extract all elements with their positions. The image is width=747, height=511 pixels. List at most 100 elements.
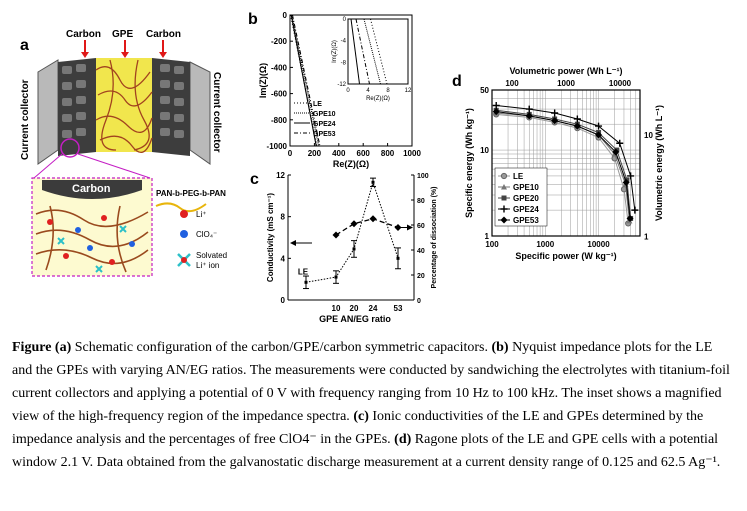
x-tick-label-b: 400 [332, 149, 346, 158]
legend-label-b: GPE53 [313, 131, 336, 138]
conductivity-point [334, 275, 338, 279]
y2-tick-label-d: 10 [644, 131, 653, 140]
x-tick-label-b: 200 [308, 149, 322, 158]
y-tick-label-b: -800 [271, 116, 288, 125]
arrow-head-gpe [121, 52, 129, 58]
x-tick-label-b: 800 [381, 149, 395, 158]
inset-y-tick-label: -4 [341, 39, 347, 45]
zoom-carbon-label: Carbon [72, 183, 111, 195]
series-point-d-gpe24 [525, 105, 533, 113]
panel-c-letter: c [250, 171, 259, 188]
right-current-collector [189, 61, 211, 165]
x-tick-label-d: 100 [485, 240, 499, 249]
polymer-label: PAN-b-PEG-b-PAN [156, 189, 226, 198]
series-point-d-gpe53 [595, 131, 603, 139]
left-axis-arrow-head [290, 239, 296, 246]
plot-d-frame [491, 89, 641, 237]
series-point-d-gpe53 [573, 122, 581, 130]
conductivity-line [305, 180, 399, 283]
zoom-lines [33, 153, 151, 179]
series-point-d-gpe24 [631, 206, 639, 214]
x-tick-label-b: 1000 [403, 149, 421, 158]
series-line-d-gpe24 [496, 105, 636, 211]
y-axis-label-c: Conductivity (mS cm⁻¹) [266, 193, 275, 282]
y-tick-label-c: 4 [281, 254, 286, 263]
series-point-d-gpe53 [626, 214, 634, 222]
legend-marker-d [500, 172, 508, 180]
y2-axis-label-c: Percentage of dissociation (%) [431, 187, 438, 289]
series-point-d-gpe53 [612, 148, 620, 156]
left-current-collector [37, 59, 59, 165]
zoom-ions [47, 215, 135, 265]
label-carbon-left: Carbon [66, 29, 101, 40]
series-line-d-gpe53 [496, 111, 631, 219]
inset-y-tick-label: -12 [337, 82, 346, 88]
legend-label-d: GPE24 [513, 205, 539, 214]
x2-tick-label-d: 10000 [609, 79, 632, 88]
x2-tick-label-d: 1000 [557, 79, 575, 88]
y-tick-label-b: -1000 [267, 142, 288, 151]
legend-label-d: GPE53 [513, 216, 539, 225]
solvated-center-icon [181, 257, 187, 263]
caption-c-text: Ionic conductivities of the LE and GPEs … [12, 409, 704, 447]
series-point-d-gpe53 [622, 178, 630, 186]
legend-marker-d [500, 205, 508, 213]
legend-label-d: GPE20 [513, 194, 539, 203]
zoom-chains [35, 205, 149, 273]
x2-tick-label-d: 100 [505, 79, 519, 88]
right-axis-arrow-head [407, 224, 413, 231]
y2-tick-label-c: 40 [417, 248, 425, 255]
x-axis-label-d: Specific power (W kg⁻¹) [515, 251, 616, 261]
carbon-grains [62, 64, 184, 138]
inset-x-tick-label: 4 [366, 88, 370, 94]
series-point-d-gpe24 [627, 172, 635, 180]
y-tick-label-b: -400 [271, 63, 288, 72]
y-tick-label-d: 10 [480, 146, 489, 155]
y2-tick-label-c: 100 [417, 173, 429, 180]
figure-caption: Figure (a) Schematic configuration of th… [12, 336, 736, 474]
panel-a: a Carbon GPE Carbon [20, 29, 227, 277]
legend-solvated: Solvated [196, 251, 227, 260]
x-tick-label-b: 0 [288, 149, 293, 158]
dissociation-point [332, 231, 340, 239]
dissociation-line [335, 218, 399, 236]
polymer-sample [155, 202, 207, 213]
inset-x-tick-label: 8 [386, 88, 390, 94]
y-tick-label-d: 50 [480, 86, 489, 95]
x2-axis-label-d: Volumetric power (Wh L⁻¹) [509, 66, 622, 76]
dissociation-point [369, 215, 377, 223]
inset-x-tick-label: 0 [346, 88, 350, 94]
x-tick-label-c: 53 [394, 304, 403, 313]
plot-b-frame [289, 14, 413, 147]
panel-b-letter: b [248, 11, 258, 28]
series-point-d-gpe24 [616, 139, 624, 147]
series-point-d-gpe53 [492, 108, 500, 116]
legend-marker-d [501, 184, 507, 190]
series-line-b-gpe10 [291, 14, 320, 147]
arrow-head-right [159, 52, 167, 58]
series-point-d-gpe24 [551, 109, 559, 117]
legend-marker-d [500, 216, 508, 224]
panel-d: d 100 1000 10000 1 10 50 100 1000 10000 Volumetri… [452, 66, 664, 261]
conductivity-point [396, 256, 400, 260]
series-point-d-gpe24 [595, 122, 603, 130]
x-tick-label-d: 10000 [587, 240, 610, 249]
legend-label-d: GPE10 [513, 183, 539, 192]
label-carbon-right: Carbon [146, 29, 181, 40]
series-line-b-gpe24 [290, 14, 317, 147]
zoom-solvated [57, 225, 127, 273]
series-line-d-gpe20 [496, 109, 632, 219]
li-icon [180, 210, 188, 218]
inset-y-label: Im(Z)(Ω) [332, 40, 338, 63]
x-tick-label-d: 1000 [536, 240, 554, 249]
legend-label-b: GPE24 [313, 121, 336, 128]
clo4-icon [180, 230, 188, 238]
y-tick-label-b: -600 [271, 90, 288, 99]
conductivity-point [371, 180, 375, 184]
polymer-chains [95, 59, 153, 154]
series-point-d-gpe53 [525, 112, 533, 120]
x-axis-label-b: Re(Z)(Ω) [333, 159, 369, 169]
conductivity-point [304, 280, 308, 284]
y2-tick-label-c: 80 [417, 198, 425, 205]
